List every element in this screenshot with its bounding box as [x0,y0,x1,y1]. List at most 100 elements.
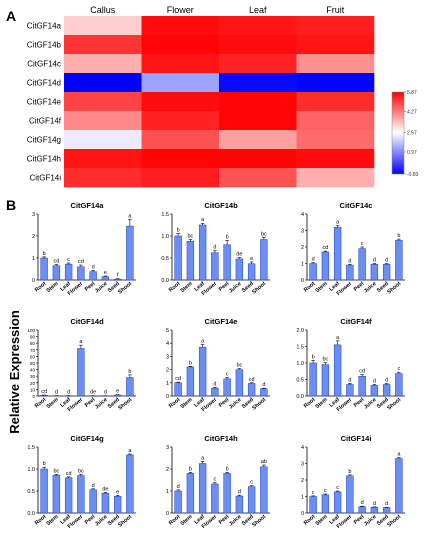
y-tick-label: 2 [166,368,169,374]
bar-chart-CitGF14b: CitGF14b0.00.51.01.5bRootbcStemaLeafdFlo… [161,201,270,297]
bar [224,379,231,396]
heatmap-cell [297,111,375,130]
y-tick-label: 0.5 [27,489,35,495]
significance-letter: bc [78,468,84,474]
bar [53,266,60,280]
significance-letter: b [312,354,315,360]
y-tick-label: 0 [166,511,169,517]
significance-letter: cd [41,389,47,395]
bar [77,348,84,396]
significance-letter: a [336,220,340,226]
significance-letter: b [43,251,46,257]
bar [236,496,243,513]
y-tick-label: 3 [166,354,169,360]
bar-chart-title: CitGF14i [341,434,372,443]
significance-letter: b [43,461,46,467]
heatmap-cell [64,16,142,35]
x-tick-label: Stem [314,281,328,294]
significance-letter: d [385,377,388,383]
panel-label-b: B [6,197,16,213]
x-tick-label: Juice [363,397,378,411]
bar [65,264,72,280]
x-tick-label: Shoot [251,281,267,296]
bar [102,493,109,513]
x-tick-label: Shoot [117,514,133,529]
bar [187,241,194,280]
bar [248,487,255,513]
heatmap-cell [142,168,220,187]
bar-chart-CitGF14f: CitGF14f0.00.51.01.52.0bRootbcStemaLeafd… [296,317,405,413]
x-tick-label: Stem [179,397,193,410]
y-tick-label: 0 [301,511,304,517]
heatmap-column-label: Flower [167,5,194,15]
bar [322,365,329,396]
significance-letter: de [236,252,242,258]
x-tick-label: Stem [179,514,193,527]
heatmap-cell [142,92,220,111]
significance-letter: c [312,490,315,496]
heatmap-cell [219,16,297,35]
significance-letter: d [238,489,241,495]
bar [77,267,84,280]
y-tick-label: 1.5 [161,212,169,218]
significance-letter: a [128,214,132,220]
heatmap-cell [142,111,220,130]
significance-letter: c [398,366,401,372]
bar [310,264,317,281]
y-tick-label: 5 [166,328,169,334]
bar [114,496,121,513]
significance-letter: a [128,448,132,454]
significance-letter: e [104,270,107,276]
heatmap-cell [64,73,142,92]
significance-letter: b [348,469,351,475]
bar [114,279,121,280]
heatmap-cell [142,73,220,92]
significance-letter: bc [236,363,242,369]
bar-chart-title: CitGF14d [70,317,104,326]
x-tick-label: Juice [94,397,109,411]
x-tick-label: Root [303,281,317,294]
bar [260,240,267,280]
bar-chart-CitGF14h: CitGF14h0123dRootbStemaLeafcFlowerbPeeld… [166,434,270,530]
significance-letter: e [250,256,253,262]
heatmap-cell [142,54,220,73]
heatmap-cell [64,130,142,149]
heatmap-row-label: CitGF14g [27,136,61,145]
bar-chart-CitGF14e: CitGF14e012345cdRootbStemaLeafdFlowercPe… [166,317,270,413]
heatmap-cell [64,35,142,54]
y-tick-label: 3 [301,229,304,235]
y-tick-label: 1.5 [296,345,304,351]
significance-letter: d [385,501,388,507]
significance-letter: b [189,466,192,472]
heatmap-cell [297,149,375,168]
heatmap-cell [297,54,375,73]
heatmap-cell [297,16,375,35]
y-tick-label: 4 [301,212,304,218]
bar [334,227,341,280]
bar-chart-CitGF14a: CitGF14a0123bRootcdStemcLeafcdFlowerdPee… [32,201,136,297]
bar [383,384,390,396]
y-tick-label: 0.5 [161,256,169,262]
bar [211,484,218,513]
colorbar-tick-label: 0.97 [407,150,417,156]
bar [334,345,341,396]
bar [310,363,317,396]
significance-letter: d [177,484,180,490]
significance-letter: cd [175,376,181,382]
bar [41,258,48,280]
y-tick-label: 1.5 [27,445,35,451]
y-tick-label: 0 [32,278,35,284]
significance-letter: cd [322,245,328,251]
x-tick-label: Juice [94,281,109,295]
bar [236,259,243,280]
significance-letter: c [214,477,217,483]
x-tick-label: Shoot [386,514,402,529]
bar [211,388,218,396]
significance-letter: cd [249,377,255,383]
y-tick-label: 90 [30,335,36,340]
significance-letter: c [336,485,339,491]
bar [359,249,366,280]
significance-letter: f [117,273,119,279]
heatmap-cell [297,73,375,92]
significance-letter: d [55,390,58,396]
